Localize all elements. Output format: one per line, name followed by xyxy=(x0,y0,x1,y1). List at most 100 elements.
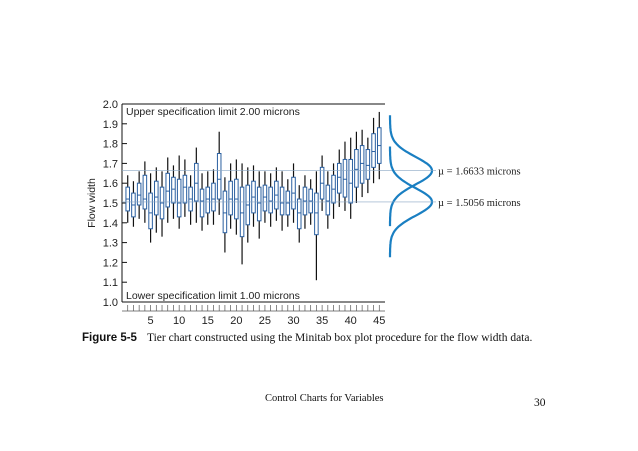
y-tick-label: 1.6 xyxy=(103,178,118,190)
box xyxy=(211,182,216,212)
upper-spec-label: Upper specification limit 2.00 microns xyxy=(126,106,300,118)
subgroup-box-28 xyxy=(279,171,285,231)
y-tick-label: 1.3 xyxy=(103,238,118,250)
box xyxy=(342,158,348,198)
box xyxy=(148,192,153,230)
x-tick-label: 40 xyxy=(345,315,357,327)
caption-text: Tier chart constructed using the Minitab… xyxy=(146,332,533,344)
subgroup-box-7 xyxy=(159,171,165,237)
axes: 1.0 1.1 1.2 1.3 1.4 1.5 1.6 1.7 1.8 1.9 2.0 5 10 15 20… xyxy=(103,99,386,327)
subgroup-box-30 xyxy=(291,163,296,223)
normal-curves: µ = 1.6633 microns µ = 1.5056 microns xyxy=(122,115,521,258)
subgroup-box-13 xyxy=(194,147,199,223)
subgroup-box-22 xyxy=(245,167,251,243)
box xyxy=(359,145,365,184)
box xyxy=(199,188,205,218)
box-plots xyxy=(125,111,382,281)
x-tick-label: 25 xyxy=(259,315,271,327)
mean-annotation-2: µ = 1.5056 microns xyxy=(438,198,521,209)
box xyxy=(365,149,371,180)
y-tick-label: 1.7 xyxy=(103,158,118,170)
subgroup-box-34 xyxy=(314,171,319,281)
subgroup-box-43 xyxy=(365,137,371,194)
lower-spec-label: Lower specification limit 1.00 microns xyxy=(126,290,300,302)
box xyxy=(165,172,171,208)
box xyxy=(314,192,319,236)
y-tick-label: 1.4 xyxy=(103,218,118,230)
subgroup-box-2 xyxy=(131,181,136,227)
subgroup-box-44 xyxy=(371,117,376,184)
y-tick-label: 1.2 xyxy=(103,257,118,269)
box xyxy=(256,186,262,222)
subgroup-box-26 xyxy=(268,173,273,227)
box xyxy=(176,178,182,218)
subgroup-box-6 xyxy=(154,167,159,233)
box xyxy=(371,133,376,168)
subgroup-box-15 xyxy=(205,171,211,225)
box xyxy=(205,186,211,214)
subgroup-box-20 xyxy=(234,159,239,235)
box xyxy=(154,180,159,216)
box xyxy=(194,162,199,202)
box xyxy=(222,190,228,234)
box xyxy=(142,174,148,210)
subgroup-box-35 xyxy=(319,155,325,211)
box xyxy=(171,176,176,204)
subgroup-box-32 xyxy=(302,175,308,229)
figure-caption: Figure 5-5 Tier chart constructed using t… xyxy=(82,331,552,345)
x-tick-label: 15 xyxy=(202,315,214,327)
subgroup-box-45 xyxy=(377,111,382,180)
box xyxy=(354,149,359,188)
figure-label: Figure 5-5 xyxy=(82,332,137,344)
mean-annotation-1: µ = 1.6633 microns xyxy=(438,167,521,178)
box xyxy=(296,198,302,230)
subgroup-box-9 xyxy=(171,165,176,219)
subgroup-box-8 xyxy=(165,157,171,223)
subgroup-box-10 xyxy=(176,155,182,229)
subgroup-box-27 xyxy=(274,167,279,221)
y-tick-label: 1.1 xyxy=(103,277,118,289)
x-tick-label: 45 xyxy=(373,315,385,327)
footer-title: Control Charts for Variables xyxy=(265,393,384,404)
box xyxy=(182,174,188,204)
x-tick-label: 5 xyxy=(148,315,154,327)
x-tick-label: 20 xyxy=(230,315,242,327)
subgroup-box-31 xyxy=(296,185,302,243)
subgroup-box-40 xyxy=(348,137,353,219)
subgroup-box-11 xyxy=(182,159,188,217)
subgroup-box-4 xyxy=(142,161,148,223)
y-tick-label: 1.9 xyxy=(103,119,118,131)
subgroup-box-1 xyxy=(125,175,130,223)
subgroup-box-41 xyxy=(354,131,359,203)
subgroup-box-21 xyxy=(239,163,245,265)
x-tick-label: 10 xyxy=(173,315,185,327)
x-tick-label: 30 xyxy=(287,315,299,327)
box xyxy=(279,186,285,216)
subgroup-box-25 xyxy=(262,171,268,223)
y-tick-label: 1.5 xyxy=(103,198,118,210)
subgroup-box-12 xyxy=(188,175,193,225)
subgroup-box-42 xyxy=(359,129,365,198)
box xyxy=(228,180,233,216)
subgroup-box-19 xyxy=(228,163,233,229)
box xyxy=(268,186,273,214)
subgroup-box-17 xyxy=(216,131,222,215)
box xyxy=(136,182,142,206)
box xyxy=(348,158,353,204)
box xyxy=(325,184,331,216)
y-tick-label: 1.0 xyxy=(103,297,118,309)
subgroup-box-39 xyxy=(342,141,348,211)
subgroup-box-3 xyxy=(136,171,142,219)
x-tick-label: 35 xyxy=(316,315,328,327)
y-tick-label: 2.0 xyxy=(103,99,118,111)
spec-limits: Upper specification limit 2.00 microns Lo… xyxy=(122,103,385,303)
subgroup-box-36 xyxy=(325,171,331,229)
subgroup-box-33 xyxy=(308,179,313,225)
y-tick-label: 1.8 xyxy=(103,139,118,151)
box xyxy=(262,184,268,212)
subgroup-box-14 xyxy=(199,173,205,231)
box xyxy=(239,186,245,238)
subgroup-box-37 xyxy=(331,163,336,219)
subgroup-box-38 xyxy=(336,149,342,207)
subgroup-box-29 xyxy=(285,179,291,227)
